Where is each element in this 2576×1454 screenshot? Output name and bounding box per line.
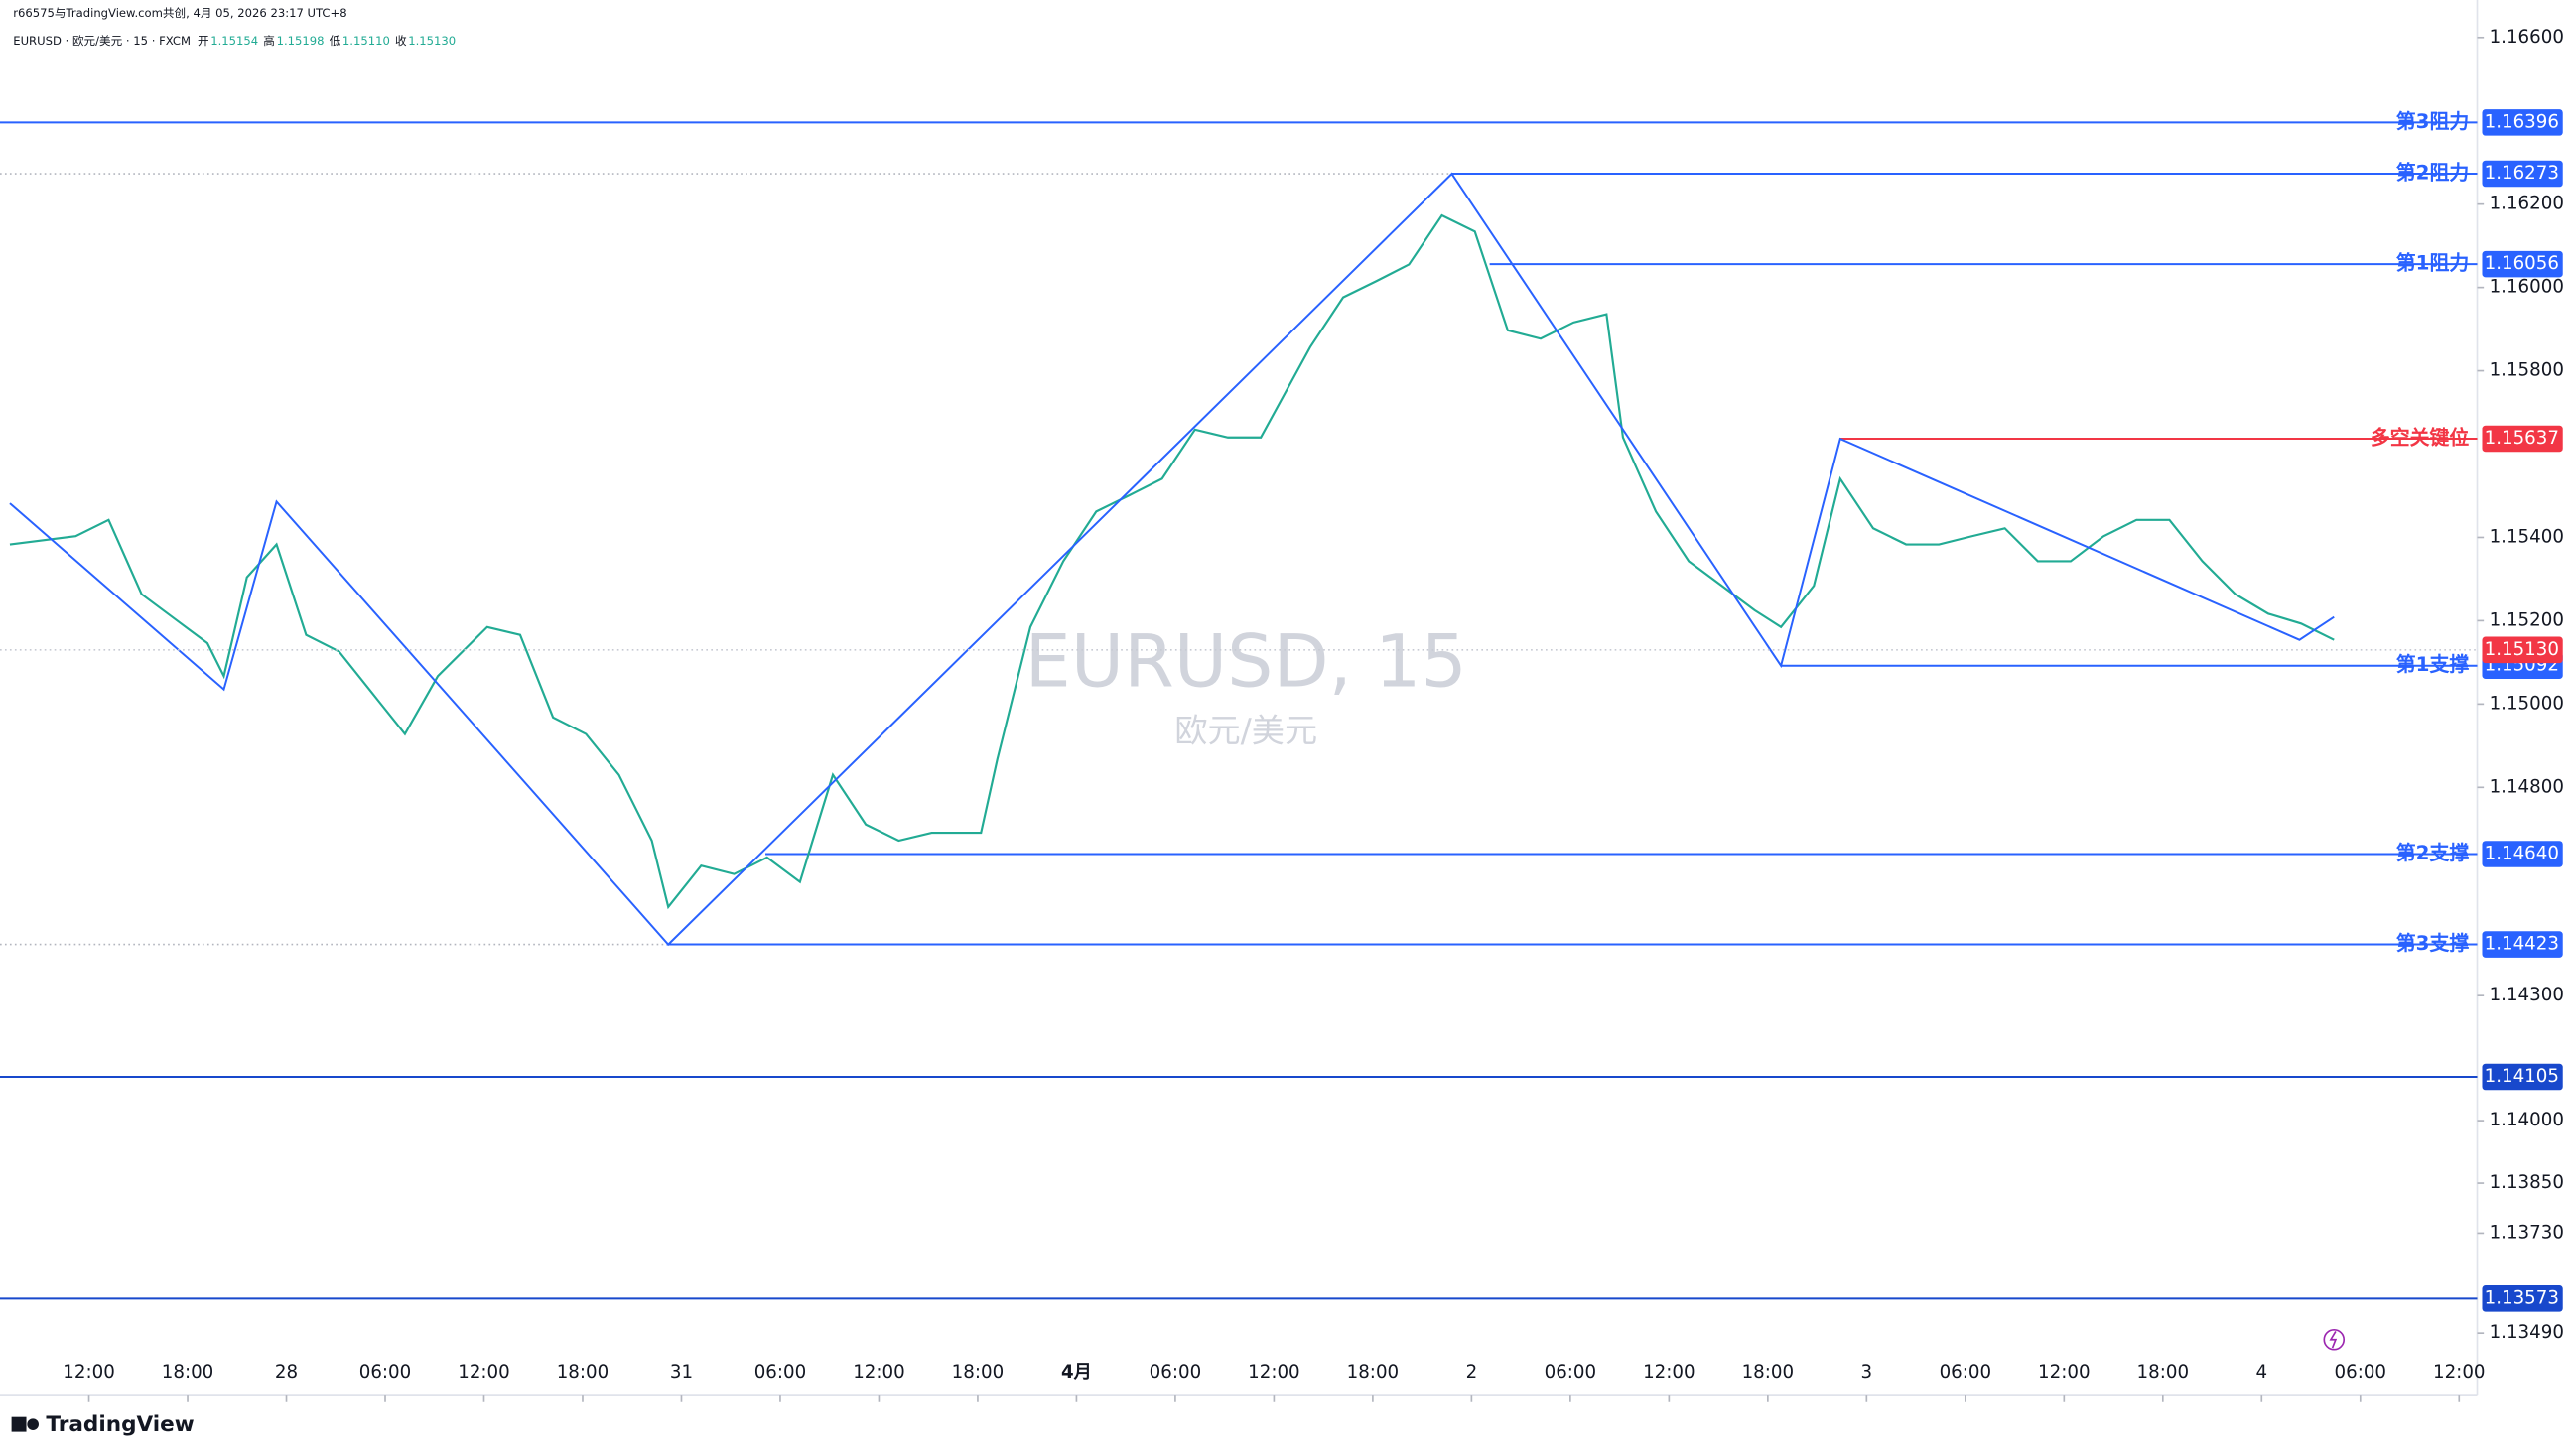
ohlc-label: 低 xyxy=(330,34,341,48)
last-price-tag xyxy=(2482,636,2563,664)
y-tick-label: 1.15200 xyxy=(2490,609,2564,630)
watermark-subtitle: 欧元/美元 xyxy=(1174,711,1317,749)
ohlc-value: 1.15130 xyxy=(408,34,456,48)
x-tick-label: 18:00 xyxy=(1347,1362,1400,1383)
brand-logo xyxy=(11,1416,39,1432)
x-tick-label: 12:00 xyxy=(853,1362,905,1383)
x-tick-label: 06:00 xyxy=(1545,1362,1597,1383)
credit: r66575与TradingView.com共创, 4月 05, 2026 23… xyxy=(13,6,346,20)
ohlc-value: 1.15154 xyxy=(210,34,258,48)
level-name: 多空关键位 xyxy=(2371,426,2470,449)
x-tick-label: 06:00 xyxy=(2335,1362,2387,1383)
x-tick-label: 18:00 xyxy=(162,1362,214,1383)
level-name: 第3支撑 xyxy=(2396,932,2470,955)
x-tick-label: 2 xyxy=(1466,1362,1478,1383)
level-name: 第3阻力 xyxy=(2396,110,2469,133)
level-tag xyxy=(2482,109,2563,136)
x-tick-label: 28 xyxy=(275,1362,298,1383)
zigzag-line xyxy=(9,172,2335,947)
level-tag xyxy=(2482,931,2563,958)
lightning-icon[interactable] xyxy=(2323,1328,2346,1351)
level-tag xyxy=(2482,160,2563,188)
symbol: EURUSD · 欧元/美元 · 15 · FXCM xyxy=(13,34,191,48)
x-tick-label: 06:00 xyxy=(1940,1362,1992,1383)
level-value: 1.13573 xyxy=(2485,1287,2559,1308)
brand: TradingView xyxy=(46,1412,194,1437)
x-tick-label: 18:00 xyxy=(952,1362,1005,1383)
level-name: 第2支撑 xyxy=(2396,842,2470,864)
y-tick-label: 1.13490 xyxy=(2490,1322,2564,1343)
level-value: 1.14105 xyxy=(2485,1066,2559,1087)
x-tick-label: 18:00 xyxy=(1742,1362,1795,1383)
x-tick-label: 06:00 xyxy=(359,1362,412,1383)
y-tick-label: 1.13730 xyxy=(2490,1222,2564,1243)
ohlc-value: 1.15110 xyxy=(342,34,390,48)
x-tick-label: 06:00 xyxy=(754,1362,807,1383)
x-tick-label: 18:00 xyxy=(2137,1362,2190,1383)
x-tick-label: 06:00 xyxy=(1150,1362,1202,1383)
y-tick-label: 1.14000 xyxy=(2490,1110,2564,1130)
y-tick-label: 1.15800 xyxy=(2490,360,2564,381)
level-tag xyxy=(2482,841,2563,867)
x-tick-label: 12:00 xyxy=(458,1362,510,1383)
ohlc-label: 收 xyxy=(395,34,407,48)
level-value: 1.14423 xyxy=(2485,934,2559,955)
y-tick-label: 1.14300 xyxy=(2490,985,2564,1005)
ohlc-label: 高 xyxy=(263,34,275,48)
level-name: 第1支撑 xyxy=(2396,653,2470,676)
y-tick-label: 1.13850 xyxy=(2490,1172,2564,1193)
y-tick-label: 1.15000 xyxy=(2490,693,2564,714)
y-tick-label: 1.16600 xyxy=(2490,27,2564,48)
last-price-value: 1.15130 xyxy=(2485,639,2559,660)
level-value: 1.15637 xyxy=(2485,428,2559,449)
price-line xyxy=(9,213,2335,910)
ohlc-label: 开 xyxy=(198,34,209,48)
level-value: 1.14640 xyxy=(2485,843,2559,863)
x-tick-label: 12:00 xyxy=(63,1362,115,1383)
x-tick-label: 12:00 xyxy=(2038,1362,2091,1383)
x-tick-label: 12:00 xyxy=(1248,1362,1300,1383)
level-value: 1.16273 xyxy=(2485,163,2559,184)
level-tag xyxy=(2482,425,2563,453)
y-tick-label: 1.15400 xyxy=(2490,526,2564,547)
x-tick-label: 31 xyxy=(670,1362,693,1383)
level-name: 第1阻力 xyxy=(2396,252,2469,275)
ohlc-value: 1.15198 xyxy=(277,34,325,48)
level-name: 第2阻力 xyxy=(2396,162,2469,185)
watermark-title: EURUSD, 15 xyxy=(1025,620,1467,705)
x-tick-label: 4 xyxy=(2255,1362,2267,1383)
level-tag xyxy=(2482,1063,2563,1091)
level-value: 1.16056 xyxy=(2485,253,2559,274)
y-tick-label: 1.14800 xyxy=(2490,776,2564,797)
x-tick-label: 3 xyxy=(1861,1362,1873,1383)
x-tick-label: 18:00 xyxy=(557,1362,610,1383)
x-tick-label: 12:00 xyxy=(2433,1362,2486,1383)
x-tick-label: 12:00 xyxy=(1643,1362,1695,1383)
level-tag xyxy=(2482,250,2563,278)
y-tick-label: 1.16200 xyxy=(2490,194,2564,214)
level-tag xyxy=(2482,1285,2563,1312)
level-value: 1.16396 xyxy=(2485,111,2559,132)
x-tick-label: 4月 xyxy=(1061,1362,1092,1383)
y-tick-label: 1.16000 xyxy=(2490,277,2564,298)
